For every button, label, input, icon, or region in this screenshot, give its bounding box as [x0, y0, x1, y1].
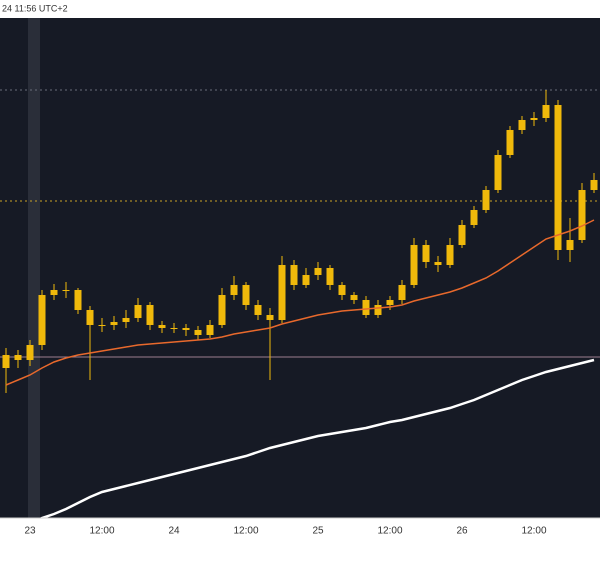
plot-background — [0, 18, 600, 518]
candle-body — [458, 225, 466, 245]
x-tick-label: 24 — [168, 526, 180, 537]
candle-body — [302, 275, 310, 285]
candle-body — [2, 355, 10, 368]
candle-body — [446, 245, 454, 265]
x-tick-label: 25 — [312, 526, 324, 537]
candle-body — [542, 105, 550, 118]
candle-body — [326, 268, 334, 285]
candle-body — [398, 285, 406, 300]
candle-body — [26, 345, 34, 360]
candle-body — [338, 285, 346, 295]
x-tick-label: 12:00 — [521, 526, 546, 537]
candle-body — [578, 190, 586, 240]
candle-body — [218, 295, 226, 325]
candle-body — [242, 285, 250, 305]
plot — [0, 89, 600, 518]
x-tick-label: 23 — [24, 526, 36, 537]
candle-body — [494, 155, 502, 190]
x-tick-label: 26 — [456, 526, 468, 537]
candle-body — [350, 295, 358, 300]
candle-body — [470, 210, 478, 225]
candle-body — [410, 245, 418, 285]
candle-body — [14, 355, 22, 360]
candle-body — [554, 105, 562, 250]
candle-body — [50, 290, 58, 295]
candle-body — [86, 310, 94, 325]
candle-body — [290, 265, 298, 285]
candle-body — [266, 315, 274, 320]
x-tick-label: 12:00 — [233, 526, 258, 537]
candle-body — [206, 325, 214, 335]
candle-body — [74, 290, 82, 310]
candle-body — [110, 322, 118, 325]
candle-body — [530, 118, 538, 120]
candle-body — [314, 268, 322, 275]
candle-body — [134, 305, 142, 318]
candle-body — [98, 325, 106, 326]
candle-body — [230, 285, 238, 295]
candle-body — [38, 295, 46, 345]
candle-body — [422, 245, 430, 262]
candle-body — [482, 190, 490, 210]
moving-average-line — [5, 219, 595, 386]
candle-body — [506, 130, 514, 155]
candle-body — [182, 328, 190, 330]
candle-body — [254, 305, 262, 315]
candle-body — [158, 325, 166, 328]
candle-body — [278, 265, 286, 320]
candle-body — [374, 305, 382, 315]
candle-body — [434, 262, 442, 265]
candle-body — [566, 240, 574, 250]
candle-body — [362, 300, 370, 315]
candle-body — [194, 330, 202, 335]
session-band — [28, 18, 40, 518]
candle-body — [170, 328, 178, 329]
candle-body — [518, 120, 526, 130]
x-tick-label: 12:00 — [377, 526, 402, 537]
moving-average-line — [39, 358, 595, 518]
header-strip — [0, 0, 600, 18]
header-text: 24 11:56 UTC+2 — [2, 3, 68, 13]
candle-body — [146, 305, 154, 325]
candle-body — [386, 300, 394, 305]
x-tick-label: 12:00 — [89, 526, 114, 537]
candle-body — [122, 318, 130, 322]
candle-body — [62, 290, 70, 291]
candle-body — [590, 180, 598, 190]
